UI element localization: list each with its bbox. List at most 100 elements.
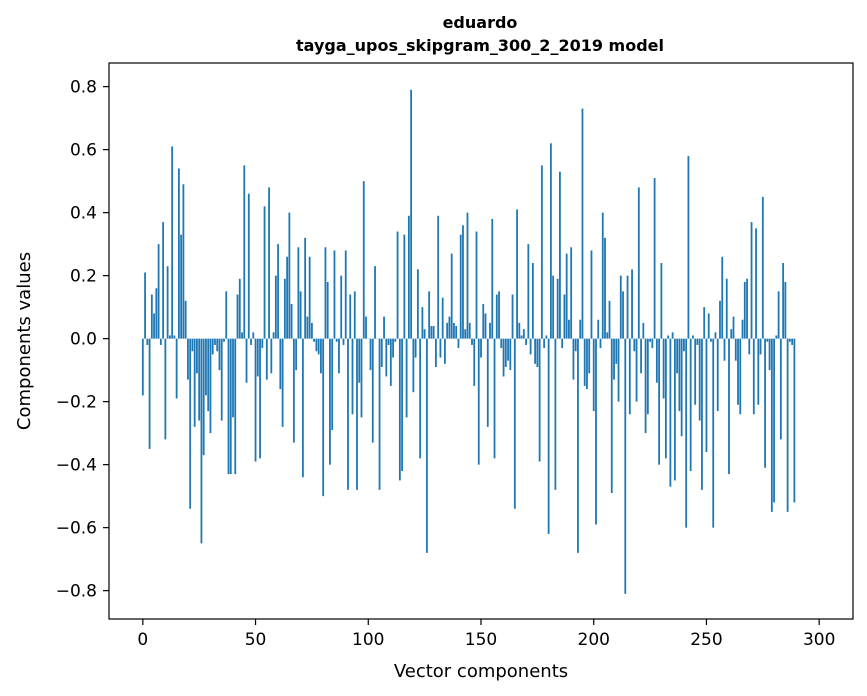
- bar-280: [773, 338, 775, 503]
- bar-12: [168, 335, 171, 339]
- bar-232: [664, 338, 667, 459]
- bar-163: [509, 338, 512, 371]
- bar-0: [141, 338, 144, 396]
- bar-144: [466, 212, 469, 339]
- bar-266: [741, 319, 744, 339]
- bar-142: [462, 225, 464, 339]
- bar-285: [784, 281, 787, 339]
- bar-190: [570, 247, 573, 339]
- bar-92: [349, 294, 352, 339]
- bar-46: [245, 338, 248, 383]
- bar-256: [719, 300, 721, 339]
- bar-41: [234, 338, 237, 475]
- bar-253: [712, 338, 715, 528]
- bar-167: [518, 322, 521, 339]
- bar-63: [283, 278, 286, 339]
- bar-216: [628, 338, 631, 415]
- bar-265: [739, 338, 742, 415]
- bar-48: [250, 338, 252, 345]
- bar-133: [441, 297, 444, 339]
- bar-24: [196, 338, 198, 374]
- bar-229: [658, 338, 661, 465]
- bar-212: [619, 275, 622, 339]
- bar-183: [554, 338, 557, 490]
- bar-87: [338, 338, 340, 374]
- bar-71: [301, 338, 304, 478]
- bar-6: [155, 288, 158, 339]
- bar-267: [743, 281, 746, 339]
- bar-192: [574, 338, 577, 352]
- bar-261: [730, 329, 733, 339]
- bar-254: [714, 332, 717, 339]
- bar-174: [534, 338, 537, 364]
- bar-264: [737, 338, 739, 405]
- y-tick-label: −0.6: [56, 519, 97, 539]
- bar-233: [667, 335, 670, 339]
- bar-196: [583, 338, 586, 386]
- bar-123: [419, 338, 422, 459]
- bar-181: [549, 143, 552, 339]
- bar-66: [290, 303, 293, 339]
- bar-129: [432, 326, 435, 339]
- bar-211: [617, 338, 620, 402]
- bar-34: [218, 338, 221, 371]
- bar-242: [687, 155, 690, 339]
- bar-151: [482, 303, 485, 339]
- bar-156: [493, 338, 496, 459]
- bar-268: [746, 278, 748, 339]
- bar-240: [683, 338, 685, 352]
- bar-59: [274, 275, 277, 339]
- bar-11: [166, 266, 169, 339]
- bar-241: [685, 338, 688, 528]
- bar-217: [631, 269, 633, 339]
- bar-86: [335, 338, 338, 342]
- bar-197: [586, 338, 588, 390]
- chart-title: eduardo: [443, 13, 518, 32]
- x-tick-label: 50: [245, 630, 267, 650]
- bar-143: [464, 329, 467, 339]
- bar-235: [671, 332, 674, 339]
- bar-215: [626, 275, 629, 339]
- bar-210: [615, 338, 618, 364]
- bar-7: [157, 244, 160, 339]
- bar-40: [232, 338, 234, 418]
- bar-257: [721, 256, 724, 339]
- bar-42: [236, 294, 239, 339]
- bar-61: [279, 338, 282, 390]
- bar-273: [757, 338, 760, 405]
- bar-208: [610, 338, 613, 493]
- bar-157: [495, 294, 498, 339]
- bar-172: [529, 338, 532, 355]
- bar-230: [660, 263, 663, 339]
- bar-130: [435, 338, 437, 367]
- bar-90: [344, 250, 347, 339]
- bar-187: [563, 294, 566, 339]
- bar-88: [340, 275, 343, 339]
- bar-99: [365, 316, 367, 339]
- bar-118: [407, 215, 410, 339]
- bar-73: [306, 316, 309, 339]
- bar-126: [425, 338, 428, 553]
- x-tick-label: 300: [803, 630, 835, 650]
- bar-117: [405, 338, 408, 418]
- bar-89: [342, 338, 345, 345]
- bar-165: [513, 338, 516, 509]
- bar-53: [261, 338, 264, 349]
- y-tick-label: 0.4: [70, 204, 97, 224]
- bar-234: [669, 338, 672, 487]
- bar-124: [421, 307, 424, 339]
- bar-158: [498, 291, 500, 339]
- bar-50: [254, 338, 257, 462]
- bar-175: [536, 338, 539, 367]
- bar-251: [707, 313, 710, 339]
- bar-65: [288, 212, 291, 339]
- bar-69: [297, 247, 300, 339]
- bar-236: [673, 338, 676, 481]
- bar-16: [177, 168, 180, 339]
- bar-22: [191, 338, 194, 352]
- bar-214: [624, 338, 627, 594]
- bar-4: [150, 294, 153, 339]
- bar-245: [694, 338, 697, 405]
- bar-220: [637, 187, 640, 339]
- bar-141: [459, 234, 462, 339]
